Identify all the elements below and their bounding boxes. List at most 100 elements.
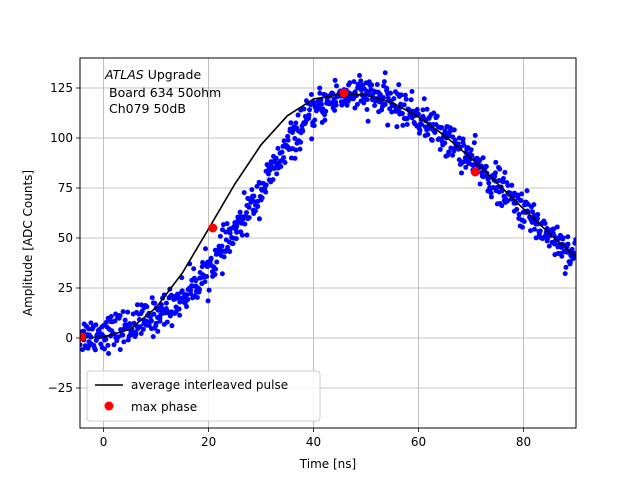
sample-point <box>285 137 291 143</box>
sample-point <box>301 106 307 112</box>
sample-point <box>237 209 243 215</box>
sample-point <box>560 236 566 242</box>
sample-point <box>472 132 478 138</box>
x-tick-label: 20 <box>201 435 216 449</box>
sample-point <box>275 145 281 151</box>
sample-point <box>306 112 312 118</box>
x-tick-label: 80 <box>516 435 531 449</box>
sample-point <box>374 82 380 87</box>
sample-point <box>317 90 323 96</box>
sample-point <box>542 221 548 227</box>
sample-point <box>333 102 339 108</box>
sample-point <box>212 272 218 278</box>
sample-point <box>565 241 571 247</box>
sample-point <box>546 243 552 249</box>
sample-point <box>117 313 123 319</box>
sample-point <box>365 118 371 124</box>
sample-point <box>233 236 239 242</box>
sample-point <box>419 122 425 128</box>
sample-point <box>385 122 391 128</box>
sample-point <box>437 146 443 152</box>
sample-point <box>103 319 109 325</box>
svg-text:ATLAS Upgrade: ATLAS Upgrade <box>104 67 201 82</box>
upgrade-label: Upgrade <box>144 67 202 82</box>
sample-point <box>242 221 248 227</box>
sample-point <box>194 294 200 300</box>
sample-point <box>394 124 400 130</box>
sample-point <box>259 195 265 201</box>
y-axis-label: Amplitude [ADC Counts] <box>21 170 35 316</box>
sample-point <box>191 266 197 272</box>
sample-point <box>148 318 154 324</box>
sample-point <box>562 271 568 277</box>
sample-point <box>528 228 533 234</box>
sample-point <box>334 83 340 89</box>
sample-point <box>518 198 524 204</box>
y-tick-label: 75 <box>58 181 73 195</box>
sample-point <box>451 127 457 133</box>
sample-point <box>308 91 314 97</box>
x-axis-ticks: 0 20 40 60 80 <box>100 428 531 449</box>
sample-point <box>559 253 565 259</box>
sample-point <box>524 188 530 194</box>
sample-point <box>500 176 506 182</box>
sample-point <box>293 147 299 153</box>
sample-point <box>117 347 123 353</box>
sample-point <box>138 331 144 337</box>
legend-label-average-pulse: average interleaved pulse <box>131 378 288 392</box>
sample-point <box>329 101 335 107</box>
sample-point <box>471 140 477 146</box>
sample-point <box>227 230 233 236</box>
sample-point <box>293 120 299 126</box>
sample-point <box>101 346 107 352</box>
sample-point <box>81 328 87 334</box>
sample-point <box>446 149 452 155</box>
sample-point <box>282 159 288 165</box>
sample-point <box>459 170 465 176</box>
sample-point <box>300 128 306 134</box>
sample-point <box>263 189 269 195</box>
sample-point <box>417 127 423 133</box>
sample-point <box>403 96 409 102</box>
sample-point <box>246 215 252 221</box>
sample-point <box>312 117 318 123</box>
sample-point <box>404 116 410 122</box>
sample-point <box>391 96 397 102</box>
sample-point <box>122 317 128 323</box>
y-tick-label: −25 <box>48 381 73 395</box>
sample-point <box>408 97 414 103</box>
sample-point <box>364 106 370 112</box>
sample-point <box>155 328 161 334</box>
sample-point <box>322 117 328 123</box>
sample-point <box>509 182 515 188</box>
sample-point <box>150 334 156 340</box>
sample-point <box>420 107 426 113</box>
sample-point <box>297 146 303 152</box>
sample-point <box>93 322 99 328</box>
x-tick-label: 40 <box>306 435 321 449</box>
sample-point <box>227 249 233 255</box>
sample-point <box>401 102 407 108</box>
sample-point <box>163 300 169 306</box>
sample-point <box>153 320 159 326</box>
max-phase-point <box>80 332 87 342</box>
sample-point <box>463 164 469 170</box>
sample-point <box>246 204 252 210</box>
sample-point <box>206 287 212 293</box>
sample-point <box>347 80 353 86</box>
legend: average interleaved pulse max phase <box>86 370 321 422</box>
sample-point <box>323 108 329 114</box>
sample-point <box>111 342 117 348</box>
sample-point <box>516 211 522 217</box>
sample-points <box>80 70 576 356</box>
sample-point <box>460 136 466 142</box>
legend-box <box>86 370 321 422</box>
sample-point <box>388 90 394 96</box>
sample-point <box>425 132 431 138</box>
sample-point <box>88 320 94 326</box>
sample-point <box>488 190 494 196</box>
sample-point <box>106 351 112 356</box>
sample-point <box>442 140 448 146</box>
y-tick-label: 0 <box>65 331 73 345</box>
sample-point <box>381 79 387 85</box>
